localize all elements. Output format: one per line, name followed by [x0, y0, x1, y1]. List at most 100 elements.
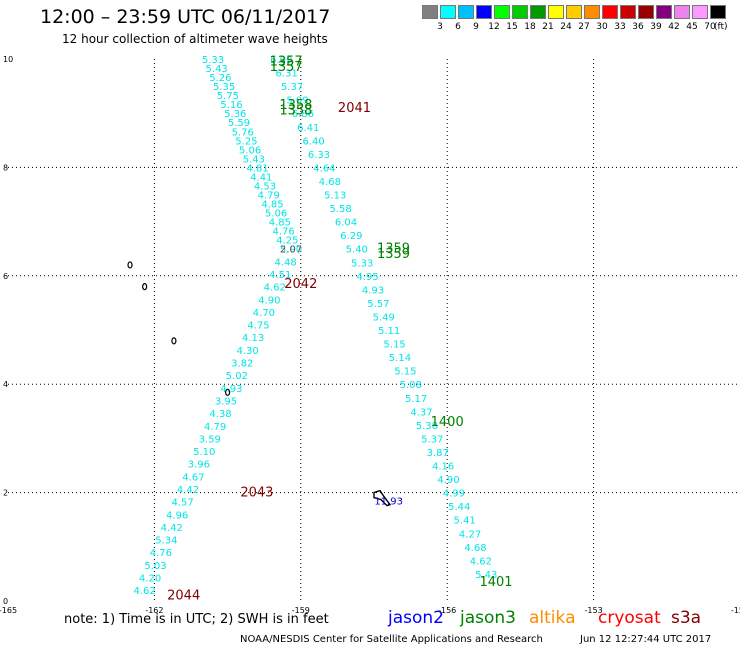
y-tick-label: 6: [3, 272, 8, 281]
wave-height-value: 4.70: [253, 308, 275, 319]
wave-height-value: 5.76: [232, 127, 254, 138]
y-tick-label: 10: [3, 55, 13, 64]
pass-number-label: 1359: [377, 242, 410, 257]
wave-height-value: 6.33: [308, 150, 330, 161]
wave-height-value: 4.57: [171, 498, 193, 509]
island-outline: [225, 388, 231, 396]
page-title: 12:00 – 23:59 UTC 06/11/2017: [40, 6, 331, 28]
island-outline: [142, 283, 148, 291]
legend-label: 27: [578, 22, 590, 32]
wave-height-value: 5.90: [280, 245, 302, 256]
wave-height-value: 3.96: [188, 460, 210, 471]
wave-height-value: 4.48: [274, 257, 296, 268]
wave-height-value: 5.43: [243, 154, 265, 165]
wave-height-value: 4.13: [242, 333, 264, 344]
wave-height-value: 4.85: [269, 218, 291, 229]
y-tick-label: 2: [3, 489, 8, 498]
wave-height-value: 4.90: [258, 295, 280, 306]
wave-height-value: 5.16: [220, 100, 242, 111]
x-tick-label: -165: [0, 606, 17, 615]
legend-label: 36: [632, 22, 644, 32]
legend-label: 24: [560, 22, 572, 32]
x-tick-label: -162: [145, 606, 163, 615]
x-tick-label: -156: [438, 606, 456, 615]
wave-height-value: 5.44: [448, 502, 470, 513]
wave-height-value: 4.76: [150, 548, 172, 559]
wave-height-value: 4.90: [437, 475, 459, 486]
pass-number-label: 11.93: [374, 497, 403, 508]
wave-height-value: 5.34: [155, 536, 177, 547]
pass-number-label: 1400: [431, 415, 464, 430]
wave-height-value: 5.37: [421, 434, 443, 445]
legend-swatch: [476, 5, 492, 19]
legend-label: 18: [524, 22, 536, 32]
wave-height-value: 5.35: [213, 82, 235, 93]
wave-height-value: 4.81: [246, 163, 268, 174]
y-tick-label: 8: [3, 163, 8, 172]
legend-swatch: [566, 5, 582, 19]
timestamp: Jun 12 12:27:44 UTC 2017: [580, 634, 712, 645]
legend-unit: (ft): [714, 22, 728, 32]
wave-height-value: 5.58: [329, 204, 351, 215]
wave-height-value: 3.82: [231, 359, 253, 370]
pass-number-label: 1359: [377, 247, 410, 262]
wave-height-value: 5.13: [324, 191, 346, 202]
pass-number-label: 2042: [284, 277, 317, 292]
wave-height-value: 4.37: [410, 407, 432, 418]
legend-swatch: [710, 5, 726, 19]
legend-label: 42: [668, 22, 680, 32]
legend-swatch: [584, 5, 600, 19]
wave-height-value: 5.15: [394, 367, 416, 378]
wave-height-value: 5.14: [389, 353, 411, 364]
wave-height-value: 4.16: [432, 462, 454, 473]
island-outline: [171, 337, 177, 345]
legend-swatch: [530, 5, 546, 19]
wave-height-value: 3.87: [427, 448, 449, 459]
wave-height-value: 4.64: [313, 163, 335, 174]
wave-height-value: 5.59: [228, 118, 250, 129]
credit-line: NOAA/NESDIS Center for Satellite Applica…: [240, 634, 543, 645]
wave-height-value: 5.09: [286, 96, 308, 107]
wave-height-value: 4.42: [161, 523, 183, 534]
wave-height-value: 4.38: [209, 409, 231, 420]
wave-height-value: 5.43: [206, 64, 228, 75]
legend-swatch: [440, 5, 456, 19]
legend-label: 39: [650, 22, 662, 32]
satellite-jason3: jason3: [460, 608, 516, 628]
legend-label: 6: [455, 22, 461, 32]
wave-height-value: 4.53: [254, 181, 276, 192]
wave-height-value: 5.15: [383, 340, 405, 351]
legend-swatch: [656, 5, 672, 19]
legend-label: 3: [437, 22, 443, 32]
legend-swatch: [512, 5, 528, 19]
wave-height-value: 6.09: [270, 55, 292, 66]
wave-height-value: 6.29: [340, 231, 362, 242]
wave-height-value: 4.42: [177, 485, 199, 496]
legend-swatch: [638, 5, 654, 19]
wave-height-value: 4.20: [139, 574, 161, 585]
legend-swatch: [422, 5, 438, 19]
wave-height-value: 4.85: [261, 200, 283, 211]
wave-height-value: 5.75: [217, 91, 239, 102]
wave-height-value: 4.68: [319, 177, 341, 188]
wave-height-value: 5.36: [224, 109, 246, 120]
legend-swatch: [494, 5, 510, 19]
wave-height-value: 4.27: [459, 529, 481, 540]
pass-number-label: 1357: [270, 60, 303, 75]
wave-height-value: 5.40: [346, 245, 368, 256]
pass-number-label: 2041: [338, 101, 371, 116]
wave-height-value: 3.59: [199, 434, 221, 445]
wave-height-value: 5.38: [416, 421, 438, 432]
wave-height-value: 5.11: [378, 326, 400, 337]
wave-height-value: 4.67: [182, 472, 204, 483]
wave-height-value: 5.10: [193, 447, 215, 458]
wave-height-value: 4.79: [258, 191, 280, 202]
wave-height-value: 4.95: [356, 272, 378, 283]
wave-height-value: 6.86: [292, 109, 314, 120]
x-tick-label: -150: [731, 606, 740, 615]
satellite-jason2: jason2: [388, 608, 444, 628]
legend-label: 15: [506, 22, 518, 32]
wave-height-value: 5.33: [351, 258, 373, 269]
wave-height-value: 3.95: [215, 396, 237, 407]
wave-height-value: 5.17: [405, 394, 427, 405]
